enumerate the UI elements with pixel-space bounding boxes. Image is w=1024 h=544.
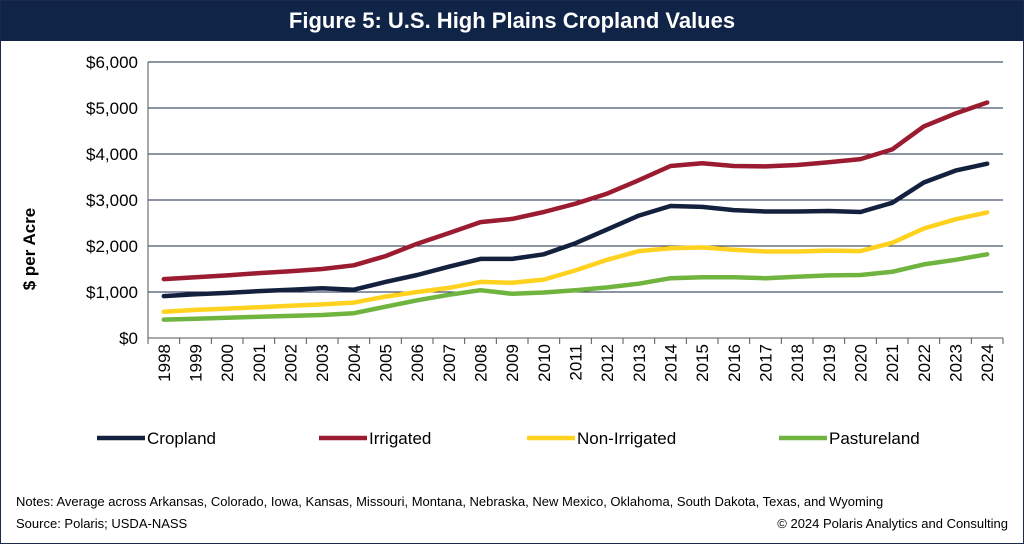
y-axis-title: $ per Acre (20, 208, 39, 291)
x-tick-label: 1999 (187, 344, 206, 382)
y-tick-label: $1,000 (86, 283, 138, 302)
x-tick-label: 2021 (883, 344, 902, 382)
x-tick-label: 2016 (725, 344, 744, 382)
footer-notes: Notes: Average across Arkansas, Colorado… (16, 494, 884, 509)
x-tick-label: 2005 (377, 344, 396, 382)
x-tick-label: 2014 (662, 344, 681, 382)
x-tick-label: 2017 (757, 344, 776, 382)
x-tick-label: 2024 (978, 344, 997, 382)
series-line-irrigated (161, 100, 990, 282)
legend: Cropland Irrigated Non-Irrigated Pasturelan… (97, 429, 920, 448)
y-axis-ticks: $0 $1,000 $2,000 $3,000 $4,000 $5,000 $6,000 (86, 53, 138, 348)
x-tick-label: 2018 (788, 344, 807, 382)
y-tick-label: $4,000 (86, 145, 138, 164)
gridlines (148, 61, 1003, 293)
x-tick-label: 2004 (345, 344, 364, 382)
x-tick-label: 2013 (630, 344, 649, 382)
series-lines (161, 100, 990, 322)
x-tick-label: 2002 (282, 344, 301, 382)
chart-title-bar: Figure 5: U.S. High Plains Cropland Valu… (1, 1, 1023, 41)
series-line-cropland (161, 161, 990, 299)
line-chart: $0 $1,000 $2,000 $3,000 $4,000 $5,000 $6,000 1… (20, 53, 1004, 448)
y-tick-label: $5,000 (86, 99, 138, 118)
legend-label-cropland: Cropland (147, 429, 216, 448)
y-tick-label: $6,000 (86, 53, 138, 72)
x-tick-label: 2009 (503, 344, 522, 382)
x-tick-label: 2012 (598, 344, 617, 382)
x-tick-label: 2003 (313, 344, 332, 382)
x-tick-label: 2008 (472, 344, 491, 382)
footer-source: Source: Polaris; USDA-NASS (16, 516, 188, 531)
legend-label-non-irrigated: Non-Irrigated (577, 429, 676, 448)
legend-label-pastureland: Pastureland (829, 429, 920, 448)
series-line-non-irrigated (161, 210, 990, 315)
y-tick-label: $3,000 (86, 191, 138, 210)
x-tick-label: 2007 (440, 344, 459, 382)
footer-copyright: © 2024 Polaris Analytics and Consulting (777, 516, 1008, 531)
x-tick-label: 2022 (915, 344, 934, 382)
x-tick-label: 2010 (535, 344, 554, 382)
x-tick-label: 2000 (218, 344, 237, 382)
legend-label-irrigated: Irrigated (369, 429, 431, 448)
chart-title: Figure 5: U.S. High Plains Cropland Valu… (288, 8, 736, 33)
series-line-pastureland (161, 252, 990, 322)
x-tick-label: 2020 (852, 344, 871, 382)
y-tick-label: $2,000 (86, 237, 138, 256)
x-tick-label: 2001 (250, 344, 269, 382)
x-tick-label: 2019 (820, 344, 839, 382)
x-tick-label: 2015 (693, 344, 712, 382)
x-tick-label: 1998 (155, 344, 174, 382)
x-tick-label: 2006 (408, 344, 427, 382)
axes (147, 62, 1003, 339)
x-tick-label: 2011 (567, 344, 586, 381)
x-tick-label: 2023 (947, 344, 966, 382)
x-axis-ticks: 1998 1999 2000 2001 2002 2003 2004 2005 2006 2007… (147, 338, 1004, 382)
y-tick-label: $0 (119, 329, 138, 348)
